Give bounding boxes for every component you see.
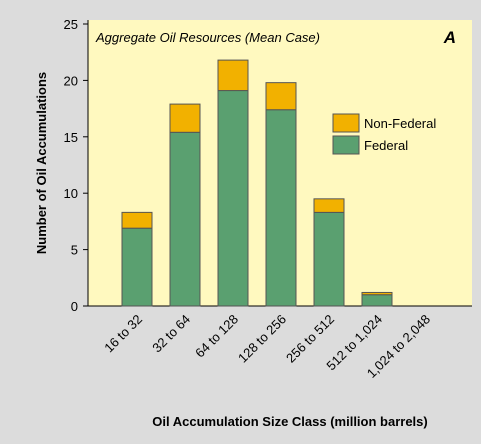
y-tick-label: 20 (64, 73, 78, 88)
y-tick-label: 15 (64, 130, 78, 145)
bar-segment (361, 294, 393, 307)
bar-segment (217, 90, 249, 307)
panel-label: A (443, 28, 456, 47)
bar-segment (169, 103, 201, 133)
legend-label: Non-Federal (364, 116, 436, 131)
y-tick-label: 0 (71, 299, 78, 314)
bar-segment (217, 59, 249, 92)
y-axis-label: Number of Oil Accumulations (34, 72, 49, 254)
y-tick-label: 10 (64, 186, 78, 201)
legend-swatch (332, 113, 360, 133)
bar-segment (361, 291, 393, 296)
y-tick-label: 25 (64, 17, 78, 32)
bar-segment (121, 227, 153, 307)
bar-segment (169, 131, 201, 307)
bar-segment (313, 211, 345, 307)
bar-segment (313, 198, 345, 213)
legend-label: Federal (364, 138, 408, 153)
legend-swatch (332, 135, 360, 155)
y-tick-label: 5 (71, 243, 78, 258)
bar-segment (265, 82, 297, 111)
bar-segment (265, 109, 297, 307)
chart-title: Aggregate Oil Resources (Mean Case) (95, 30, 320, 45)
x-axis-label: Oil Accumulation Size Class (million bar… (152, 414, 427, 429)
bar-segment (121, 211, 153, 229)
